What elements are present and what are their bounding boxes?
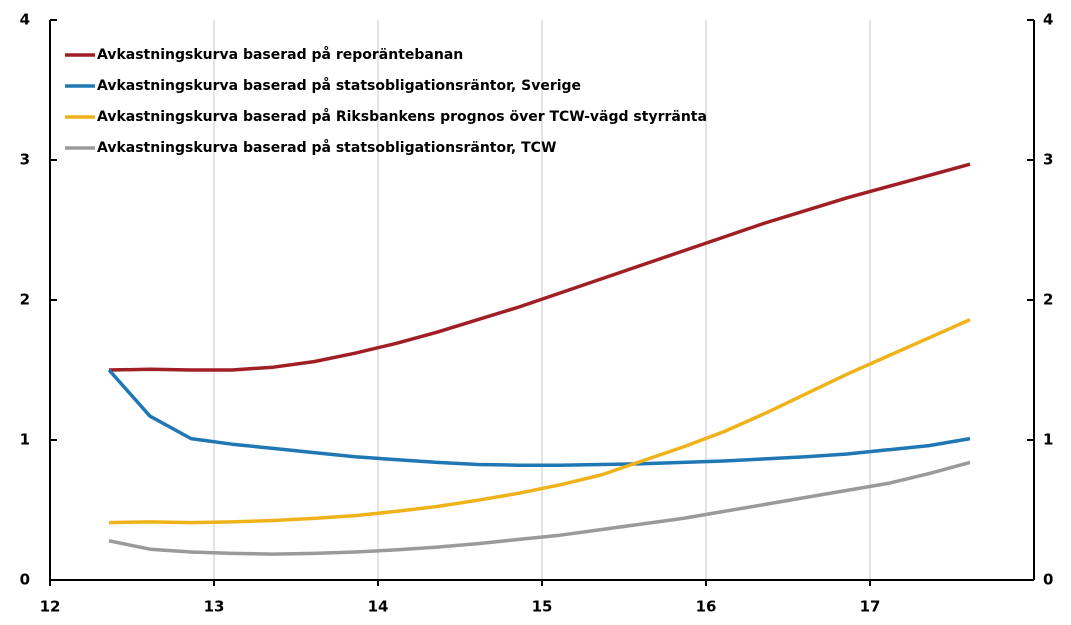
y2-tick-label: 1 bbox=[1043, 431, 1053, 449]
series-line bbox=[109, 162, 971, 372]
series-line bbox=[107, 368, 971, 467]
x-tick-label: 15 bbox=[532, 598, 553, 616]
y2-tick-label: 3 bbox=[1043, 151, 1053, 169]
y-tick-label: 3 bbox=[20, 151, 30, 169]
x-tick-label: 12 bbox=[40, 598, 61, 616]
x-tick-label: 14 bbox=[368, 598, 389, 616]
legend-label: Avkastningskurva baserad på statsobligat… bbox=[97, 139, 556, 156]
y2-tick-label: 0 bbox=[1043, 571, 1053, 589]
y-tick-label: 4 bbox=[20, 11, 30, 29]
y2-tick-label: 4 bbox=[1043, 11, 1053, 29]
x-tick-label: 13 bbox=[204, 598, 225, 616]
x-tick-label: 16 bbox=[696, 598, 717, 616]
y-tick-label: 1 bbox=[20, 431, 30, 449]
y-tick-label: 0 bbox=[20, 571, 30, 589]
y2-tick-label: 2 bbox=[1043, 291, 1053, 309]
legend: Avkastningskurva baserad på reporänteban… bbox=[65, 46, 707, 156]
legend-label: Avkastningskurva baserad på statsobligat… bbox=[97, 77, 581, 94]
series-line bbox=[108, 460, 971, 556]
series-line bbox=[109, 318, 971, 525]
legend-label: Avkastningskurva baserad på reporänteban… bbox=[97, 46, 463, 63]
y-tick-label: 2 bbox=[20, 291, 30, 309]
legend-label: Avkastningskurva baserad på Riksbankens … bbox=[97, 108, 707, 125]
x-tick-label: 17 bbox=[860, 598, 881, 616]
